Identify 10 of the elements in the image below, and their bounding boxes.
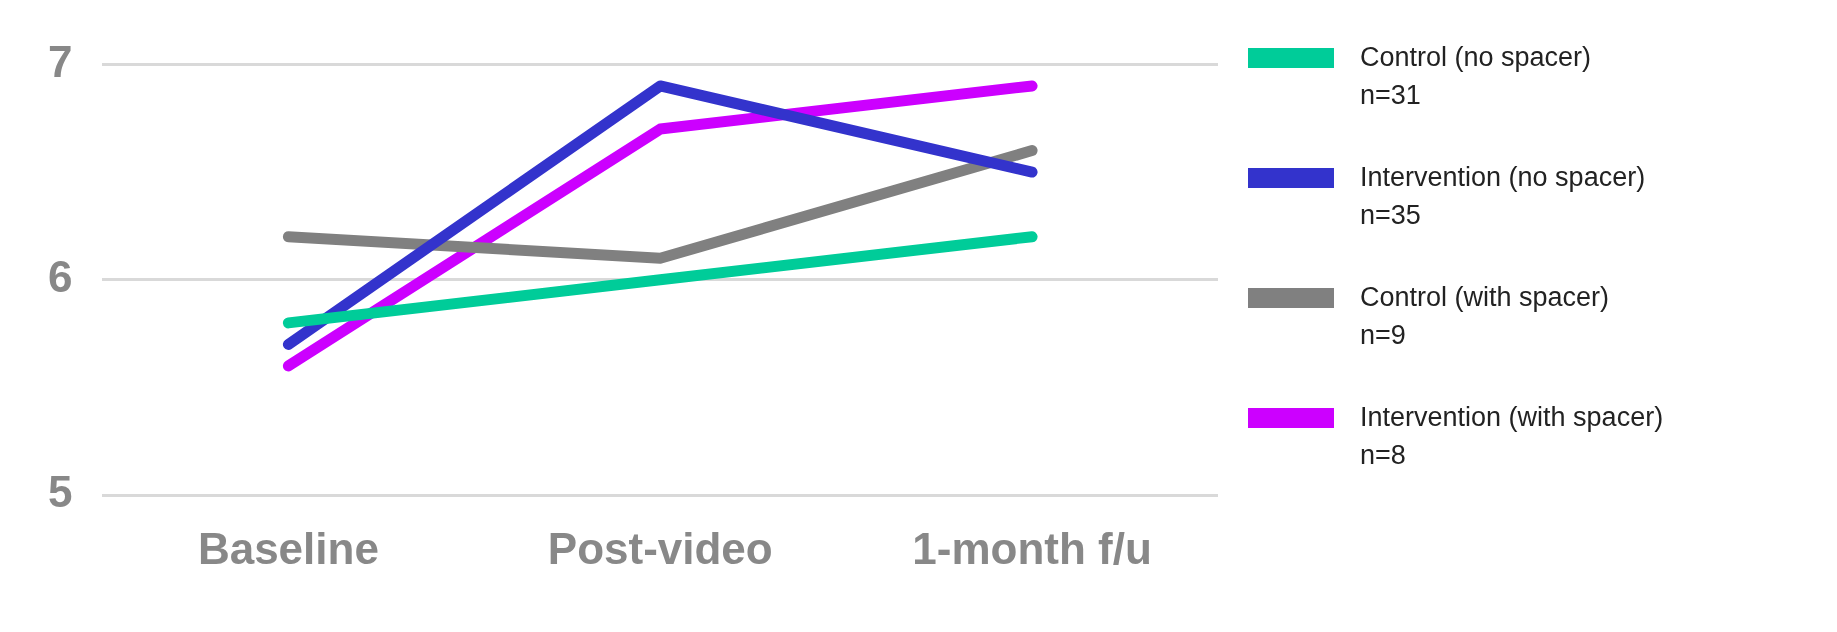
y-tick-label: 6 (47, 251, 73, 301)
legend-label: Control (no spacer) n=31 (1360, 41, 1592, 112)
y-tick-label: 7 (47, 36, 73, 86)
x-tick-label: 1-month f/u (912, 523, 1152, 573)
legend-label: Intervention (with spacer) n=8 (1360, 401, 1664, 472)
legend-label: Control (with spacer) n=9 (1360, 281, 1610, 352)
legend-label: Intervention (no spacer) n=35 (1360, 161, 1646, 232)
x-tick-label: Baseline (197, 523, 379, 573)
y-tick-label: 5 (47, 467, 73, 517)
x-tick-label: Post-video (547, 523, 773, 573)
